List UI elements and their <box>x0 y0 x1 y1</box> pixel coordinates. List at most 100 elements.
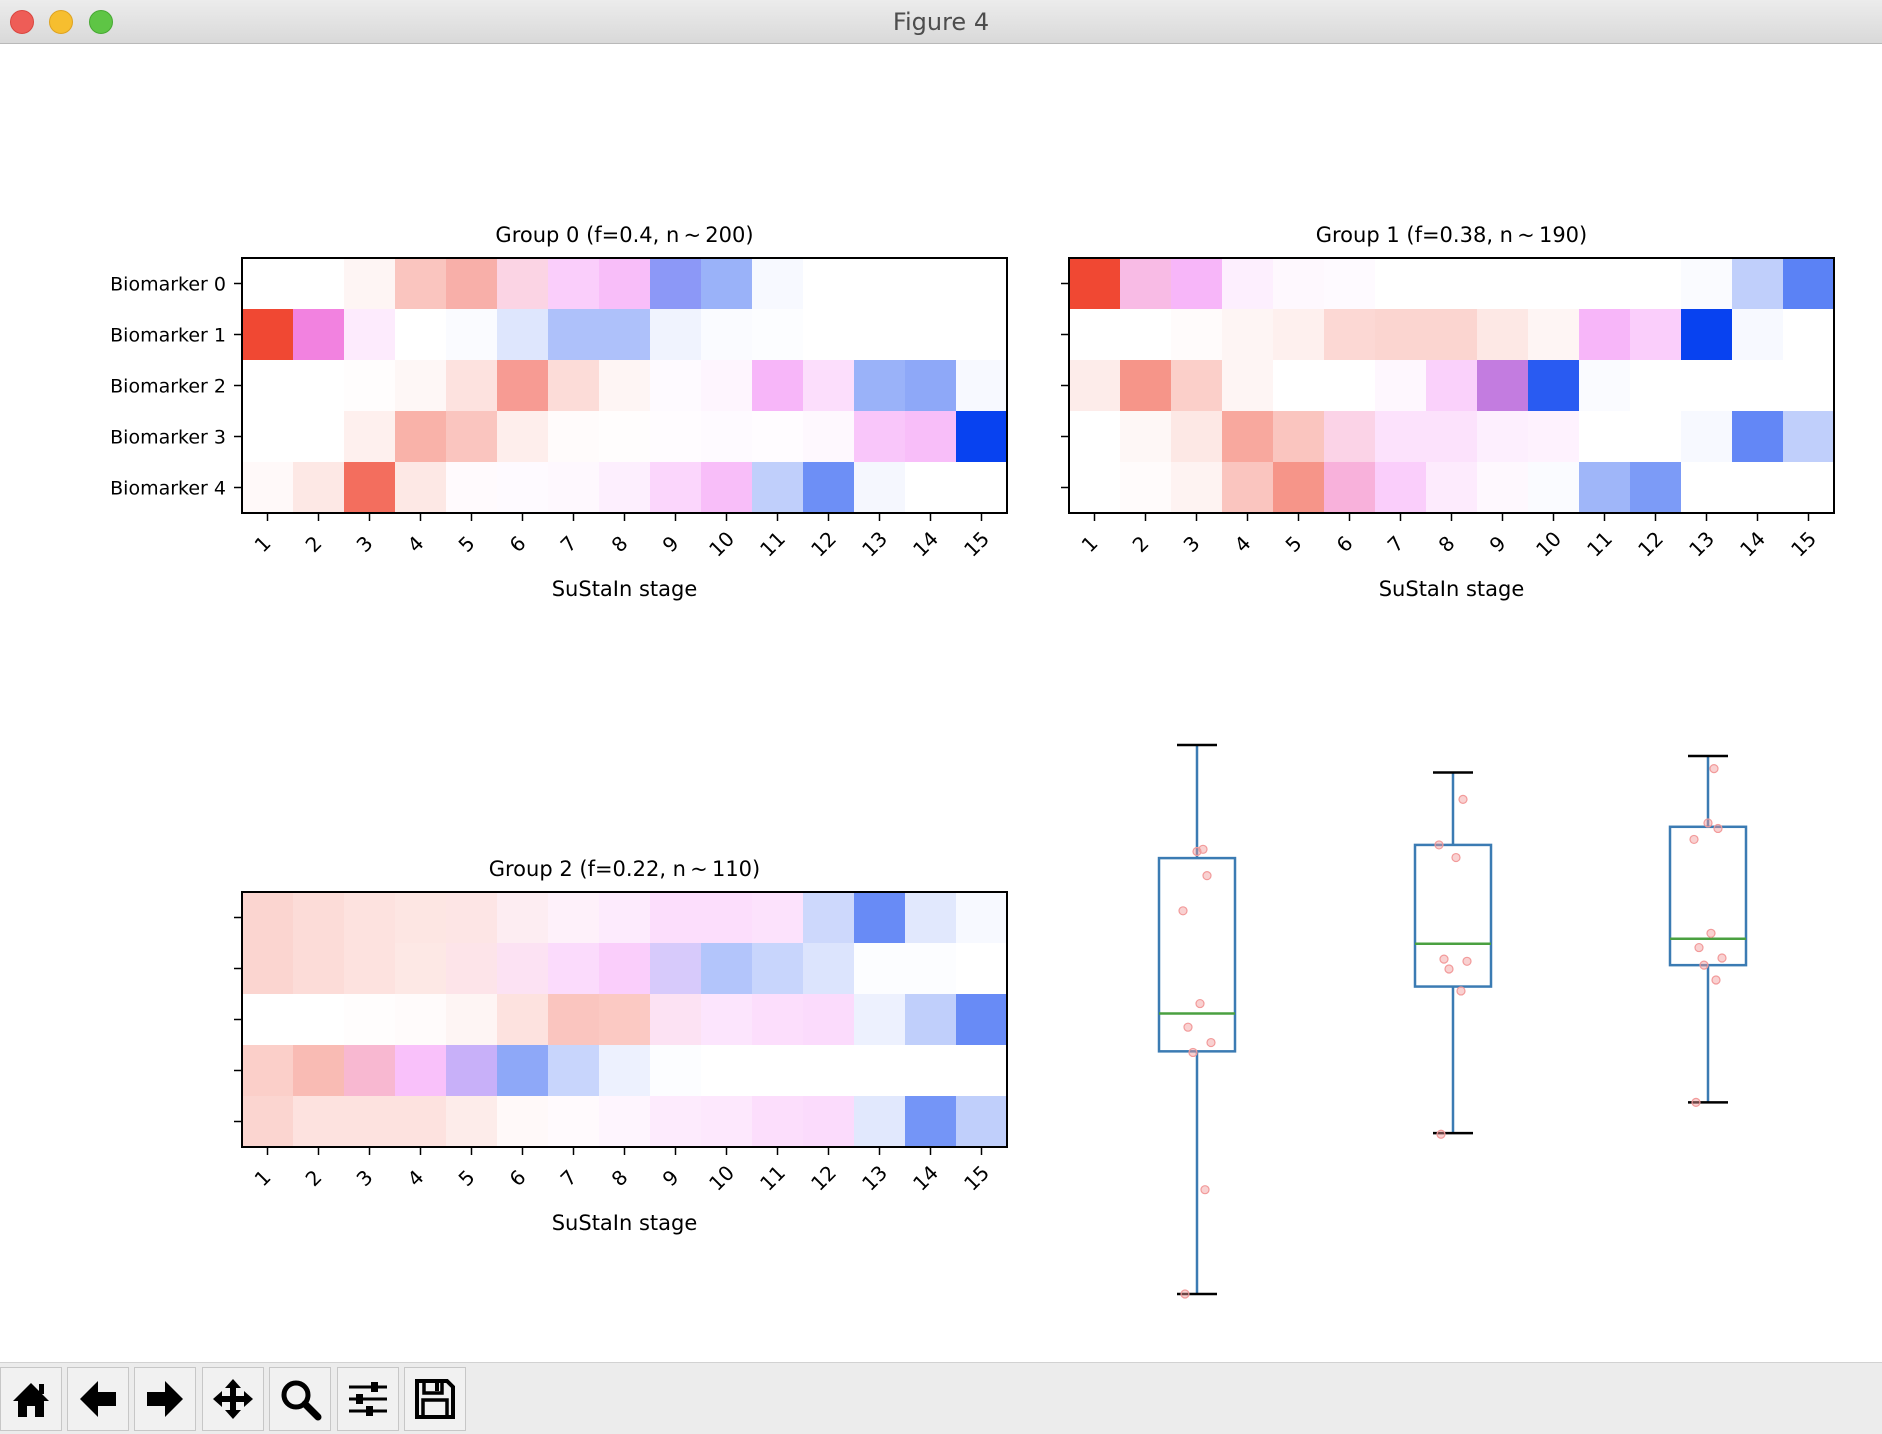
boxplot-group <box>1157 743 1748 1299</box>
x-tick-label: 4 <box>403 1165 429 1191</box>
heatmap-cell <box>1783 360 1835 412</box>
heatmap-cell <box>446 892 498 944</box>
heatmap-cell <box>752 943 804 995</box>
heatmap-cell <box>1171 411 1223 463</box>
x-tick-label: 9 <box>658 531 684 557</box>
data-point <box>1439 954 1449 964</box>
heatmap-cell <box>905 892 957 944</box>
heatmap-cell <box>1732 462 1784 514</box>
heatmap-cell <box>497 411 549 463</box>
heatmap-cell <box>344 258 396 310</box>
heatmap-cell <box>1426 411 1478 463</box>
heatmap-cell <box>752 309 804 361</box>
x-tick-label: 5 <box>454 1165 480 1191</box>
data-point <box>1188 1047 1198 1058</box>
data-point <box>1180 1289 1190 1299</box>
heatmap-cell <box>1630 360 1682 412</box>
heatmap-cell <box>446 943 498 995</box>
heatmap-cell <box>1477 258 1529 310</box>
window-minimize-button[interactable] <box>49 10 73 34</box>
heatmap-cell <box>854 994 906 1046</box>
data-point <box>1198 844 1208 854</box>
data-point <box>1178 906 1188 916</box>
data-point <box>1706 928 1716 938</box>
heatmap-cell <box>548 360 600 412</box>
heatmap-cell <box>803 892 855 944</box>
save-figure-button[interactable] <box>404 1367 466 1431</box>
heatmap-cell <box>548 1096 600 1148</box>
heatmap-cell <box>344 1045 396 1097</box>
heatmap-cell <box>395 462 447 514</box>
heatmap-cell <box>1732 258 1784 310</box>
y-tick-label: Biomarker 3 <box>110 427 226 449</box>
pan-button[interactable] <box>202 1367 264 1431</box>
heatmap-group-0: Biomarker 0 Biomarker 1 Biomarker 2 Biomark… <box>110 223 1008 601</box>
x-tick-label: 4 <box>403 531 429 557</box>
heatmap-cell <box>548 892 600 944</box>
x-tick-label: 8 <box>607 531 633 557</box>
heatmap-cell <box>1528 462 1580 514</box>
heatmap-cell <box>1222 462 1274 514</box>
window-zoom-button[interactable] <box>89 10 113 34</box>
heatmap-cell <box>854 462 906 514</box>
move-icon <box>213 1379 253 1419</box>
heatmap-cell <box>1783 258 1835 310</box>
x-tick-label: 10 <box>1531 527 1566 562</box>
heatmap-cell <box>803 360 855 412</box>
heatmap-cell <box>548 309 600 361</box>
heatmap-cell <box>293 258 345 310</box>
data-point <box>1711 975 1721 985</box>
x-tick-label: 9 <box>1485 531 1511 557</box>
back-button[interactable] <box>67 1367 129 1431</box>
data-point <box>1699 960 1709 970</box>
heatmap-cell <box>1477 309 1529 361</box>
home-button[interactable] <box>0 1367 62 1431</box>
x-tick-label: 15 <box>1786 527 1821 562</box>
heatmap-cell <box>1477 462 1529 514</box>
heatmap-cell <box>905 411 957 463</box>
figure-canvas: Biomarker 0 Biomarker 1 Biomarker 2 Biomark… <box>110 223 1835 1299</box>
heatmap-cell <box>395 943 447 995</box>
heatmap-cell <box>446 309 498 361</box>
heatmap-cell <box>1069 462 1121 514</box>
window-close-button[interactable] <box>10 10 34 34</box>
heatmap-cell <box>1477 360 1529 412</box>
heatmap-cell <box>344 360 396 412</box>
heatmap-cell <box>650 258 702 310</box>
heatmap-cell <box>1783 309 1835 361</box>
heatmap-cell <box>1120 462 1172 514</box>
heatmap-cell <box>1528 360 1580 412</box>
heatmap-cell <box>701 462 753 514</box>
heatmap-cell <box>497 309 549 361</box>
x-tick-label: 6 <box>505 1165 531 1191</box>
heatmap-cell <box>1324 258 1376 310</box>
heatmap-cell <box>854 411 906 463</box>
forward-button[interactable] <box>134 1367 196 1431</box>
heatmap-cell <box>599 892 651 944</box>
heatmap-cell <box>701 892 753 944</box>
x-tick-label: 8 <box>607 1165 633 1191</box>
heatmap-cell <box>293 360 345 412</box>
sliders-icon <box>349 1382 387 1416</box>
heatmap-cell <box>293 892 345 944</box>
configure-subplots-button[interactable] <box>337 1367 399 1431</box>
heatmap-cell <box>497 360 549 412</box>
x-tick-label: 7 <box>1383 531 1409 557</box>
window-title: Figure 4 <box>892 8 990 36</box>
x-tick-label: 13 <box>857 527 892 562</box>
heatmap-cell <box>1681 258 1733 310</box>
data-point <box>1434 840 1444 850</box>
data-point <box>1183 1022 1193 1032</box>
heatmap-cell <box>242 462 294 514</box>
heatmap-cell <box>1426 309 1478 361</box>
x-tick-label: 3 <box>352 1165 378 1191</box>
heatmap-cell <box>497 1096 549 1148</box>
heatmap-cell <box>905 258 957 310</box>
heatmap-cell <box>803 462 855 514</box>
heatmap-cell <box>1120 411 1172 463</box>
heatmap-cell <box>242 411 294 463</box>
heatmap-cell <box>1273 411 1325 463</box>
heatmap-cell <box>1579 258 1631 310</box>
zoom-button[interactable] <box>269 1367 331 1431</box>
x-tick-label: 1 <box>250 1165 276 1191</box>
